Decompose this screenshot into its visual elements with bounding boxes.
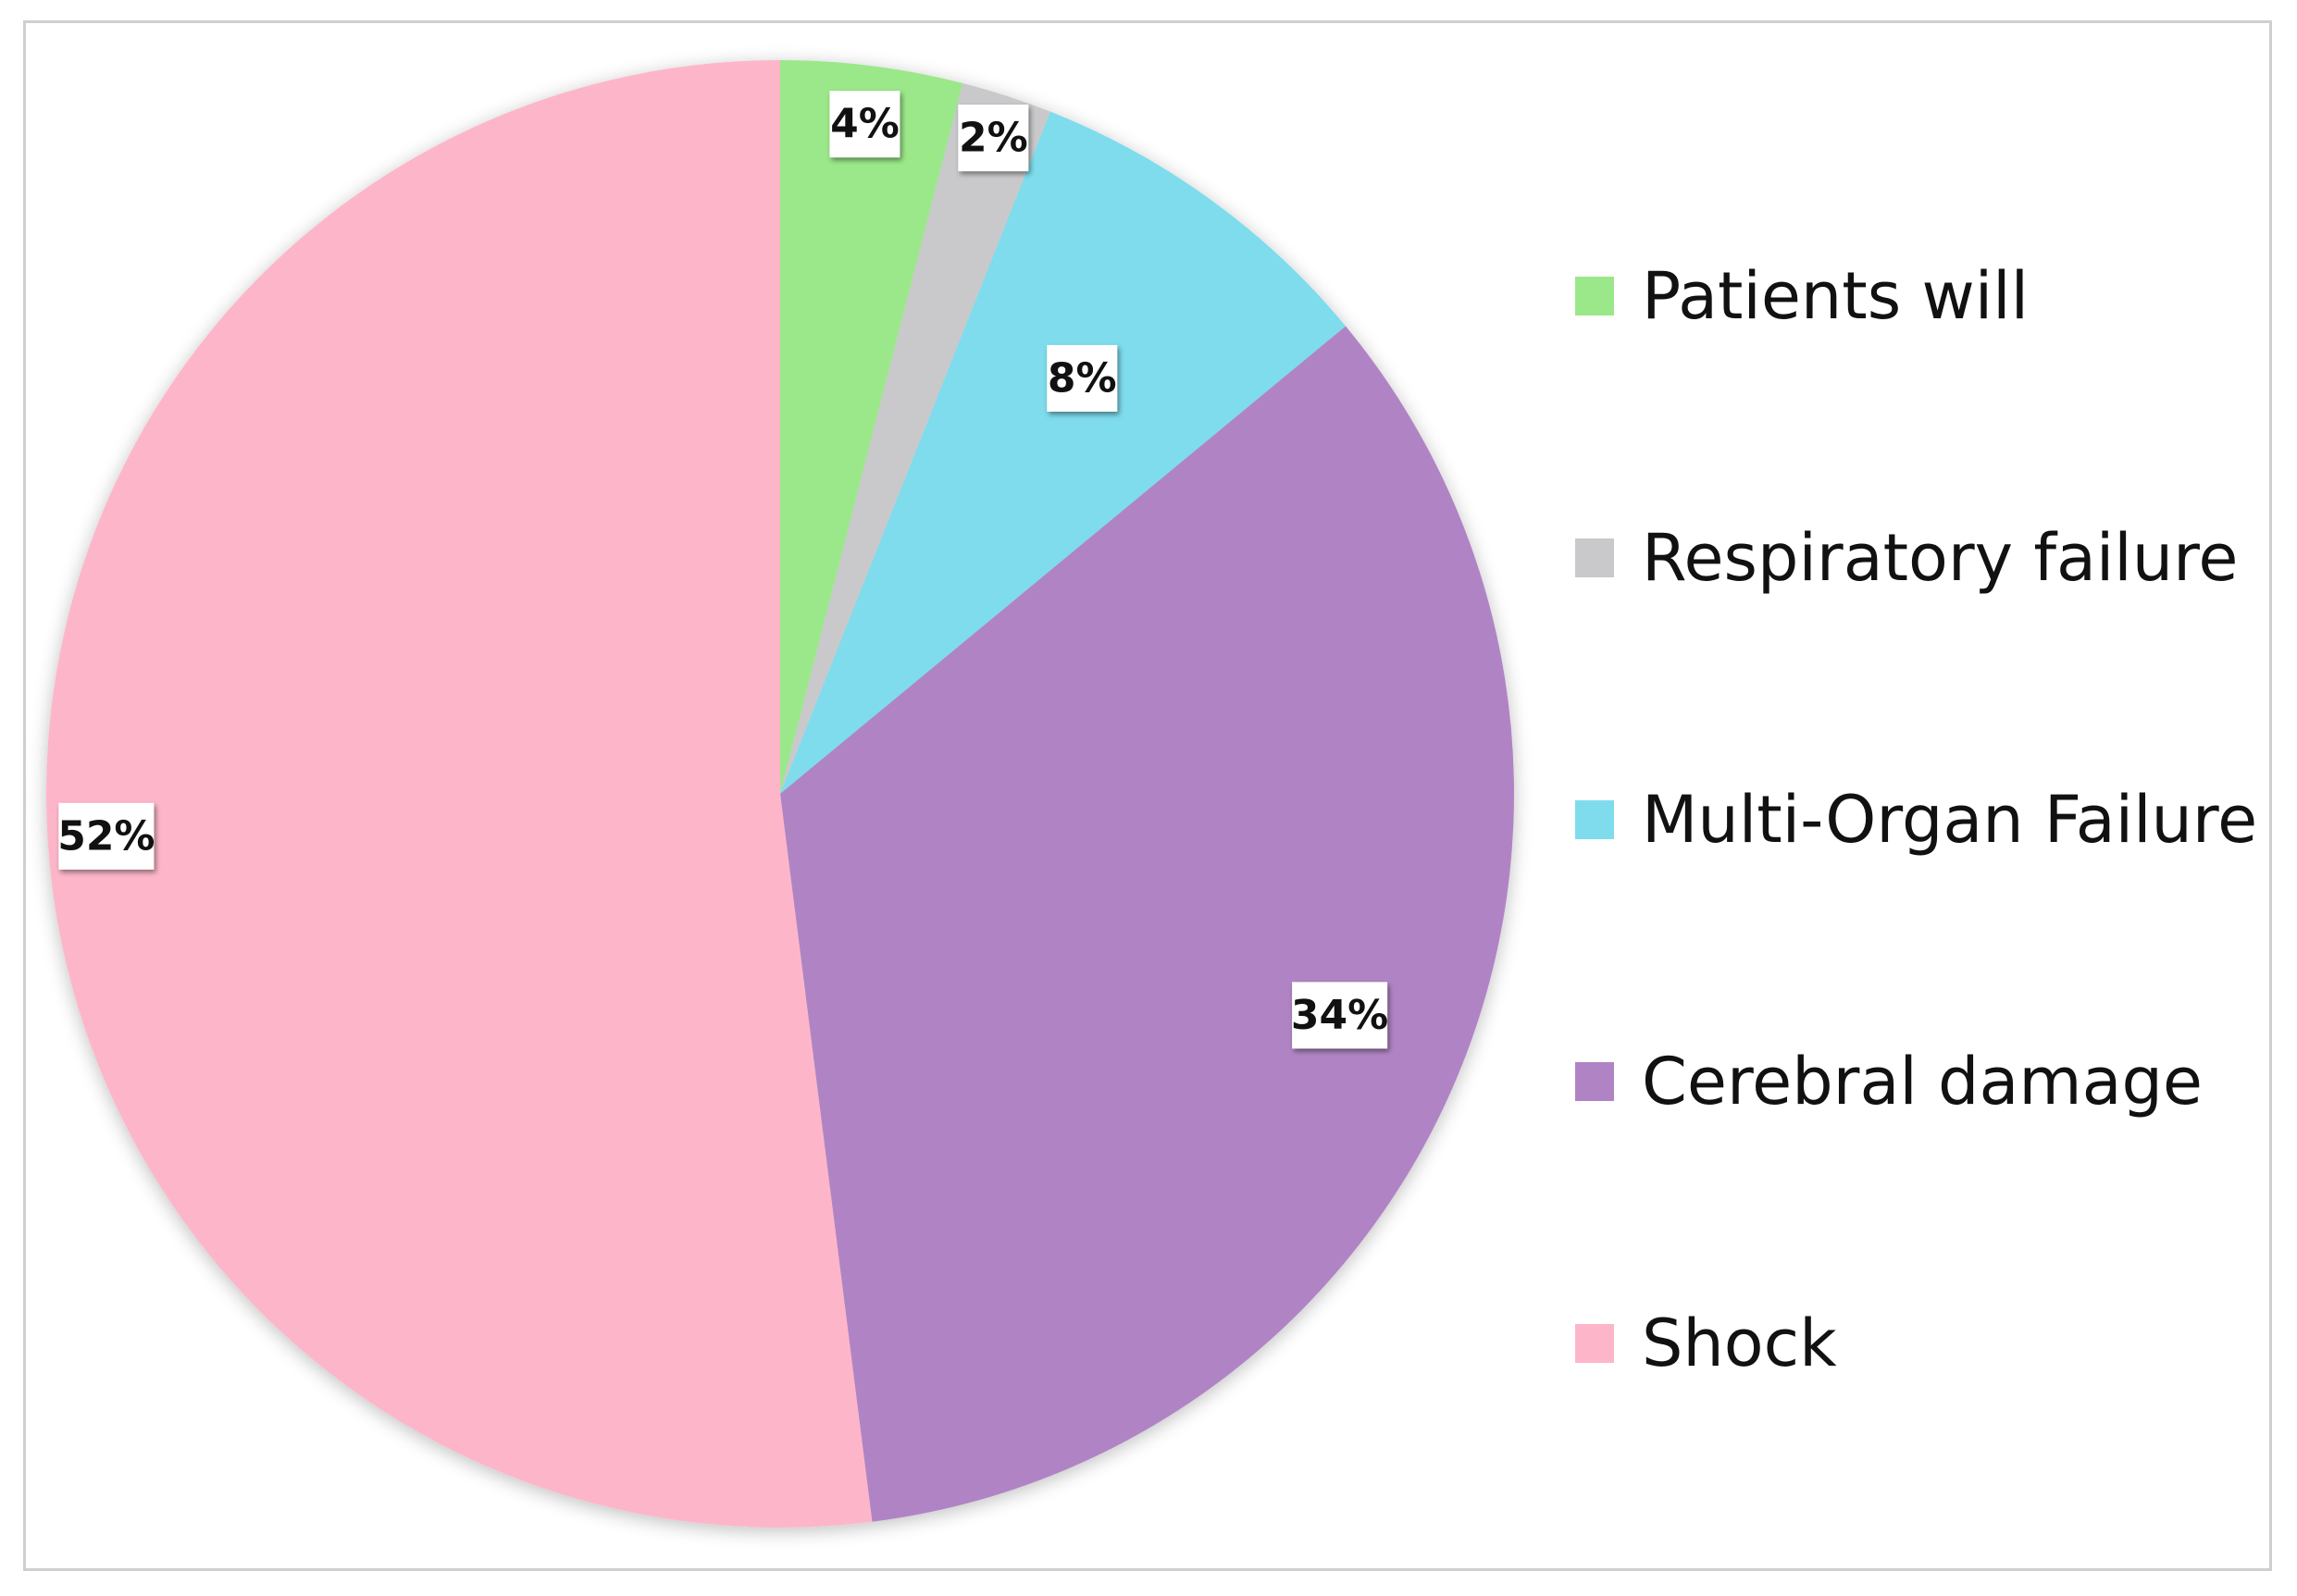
data-label-patients-will: 4%	[829, 91, 900, 158]
legend-label: Shock	[1642, 1305, 1837, 1381]
data-label-box	[1292, 982, 1388, 1049]
data-label-text: 2%	[959, 115, 1028, 162]
legend-item-patients-will: Patients will	[1575, 258, 2029, 334]
data-label-text: 4%	[830, 101, 900, 148]
data-label-box	[829, 91, 900, 158]
legend-swatch	[1575, 277, 1614, 315]
data-label-respiratory-failure: 2%	[958, 105, 1029, 172]
legend-swatch	[1575, 1062, 1614, 1101]
legend-label: Multi-Organ Failure	[1642, 782, 2257, 858]
pie-data-labels: 4% 2% 8% 34% 52%	[57, 91, 1388, 1049]
legend: Patients will Respiratory failure Multi-Or…	[1575, 258, 2257, 1381]
pie-slice-patients-will	[780, 60, 963, 794]
legend-label: Patients will	[1642, 258, 2029, 334]
legend-swatch	[1575, 800, 1614, 839]
pie-slice-respiratory-failure	[780, 82, 1050, 794]
legend-swatch	[1575, 538, 1614, 577]
pie-slice-multi-organ-failure	[780, 111, 1347, 794]
data-label-text: 34%	[1291, 992, 1388, 1039]
pie-slices	[46, 60, 1514, 1528]
data-label-box	[1047, 344, 1118, 412]
pie-slice-cerebral-damage	[780, 326, 1514, 1522]
legend-label: Cerebral damage	[1642, 1044, 2203, 1120]
legend-item-multi-organ-failure: Multi-Organ Failure	[1575, 782, 2257, 858]
pie-slice-shock	[46, 60, 873, 1528]
data-label-text: 8%	[1048, 354, 1117, 402]
data-label-text: 52%	[57, 812, 155, 860]
data-label-shock: 52%	[57, 802, 155, 870]
data-label-box	[58, 802, 155, 870]
legend-item-cerebral-damage: Cerebral damage	[1575, 1044, 2203, 1120]
legend-item-shock: Shock	[1575, 1305, 1837, 1381]
legend-item-respiratory-failure: Respiratory failure	[1575, 520, 2238, 596]
legend-swatch	[1575, 1324, 1614, 1363]
data-label-box	[958, 105, 1029, 172]
legend-label: Respiratory failure	[1642, 520, 2238, 596]
data-label-multi-organ-failure: 8%	[1047, 344, 1118, 412]
data-label-cerebral-damage: 34%	[1291, 982, 1388, 1049]
